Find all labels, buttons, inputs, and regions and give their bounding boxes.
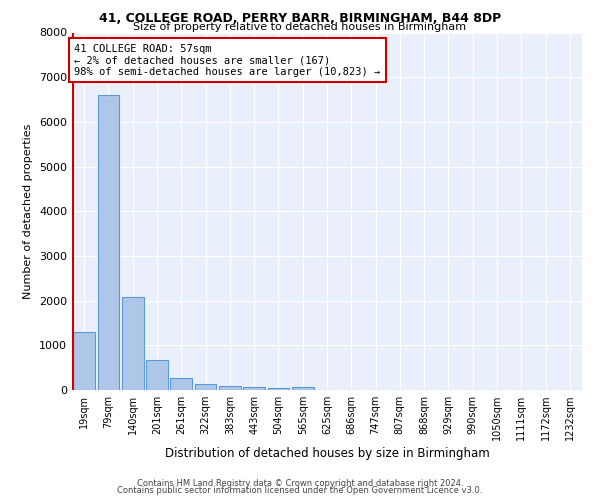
Bar bbox=[122, 297, 143, 390]
X-axis label: Distribution of detached houses by size in Birmingham: Distribution of detached houses by size … bbox=[164, 448, 490, 460]
Y-axis label: Number of detached properties: Number of detached properties bbox=[23, 124, 34, 299]
Text: Size of property relative to detached houses in Birmingham: Size of property relative to detached ho… bbox=[133, 22, 467, 32]
Bar bbox=[146, 360, 168, 390]
Bar bbox=[292, 388, 314, 390]
Text: Contains HM Land Registry data © Crown copyright and database right 2024.: Contains HM Land Registry data © Crown c… bbox=[137, 478, 463, 488]
Text: Contains public sector information licensed under the Open Government Licence v3: Contains public sector information licen… bbox=[118, 486, 482, 495]
Bar bbox=[170, 378, 192, 390]
Bar bbox=[194, 384, 217, 390]
Bar bbox=[73, 332, 95, 390]
Bar bbox=[268, 388, 289, 390]
Bar bbox=[219, 386, 241, 390]
Text: 41, COLLEGE ROAD, PERRY BARR, BIRMINGHAM, B44 8DP: 41, COLLEGE ROAD, PERRY BARR, BIRMINGHAM… bbox=[99, 12, 501, 26]
Text: 41 COLLEGE ROAD: 57sqm
← 2% of detached houses are smaller (167)
98% of semi-det: 41 COLLEGE ROAD: 57sqm ← 2% of detached … bbox=[74, 44, 380, 77]
Bar bbox=[243, 388, 265, 390]
Bar bbox=[97, 95, 119, 390]
